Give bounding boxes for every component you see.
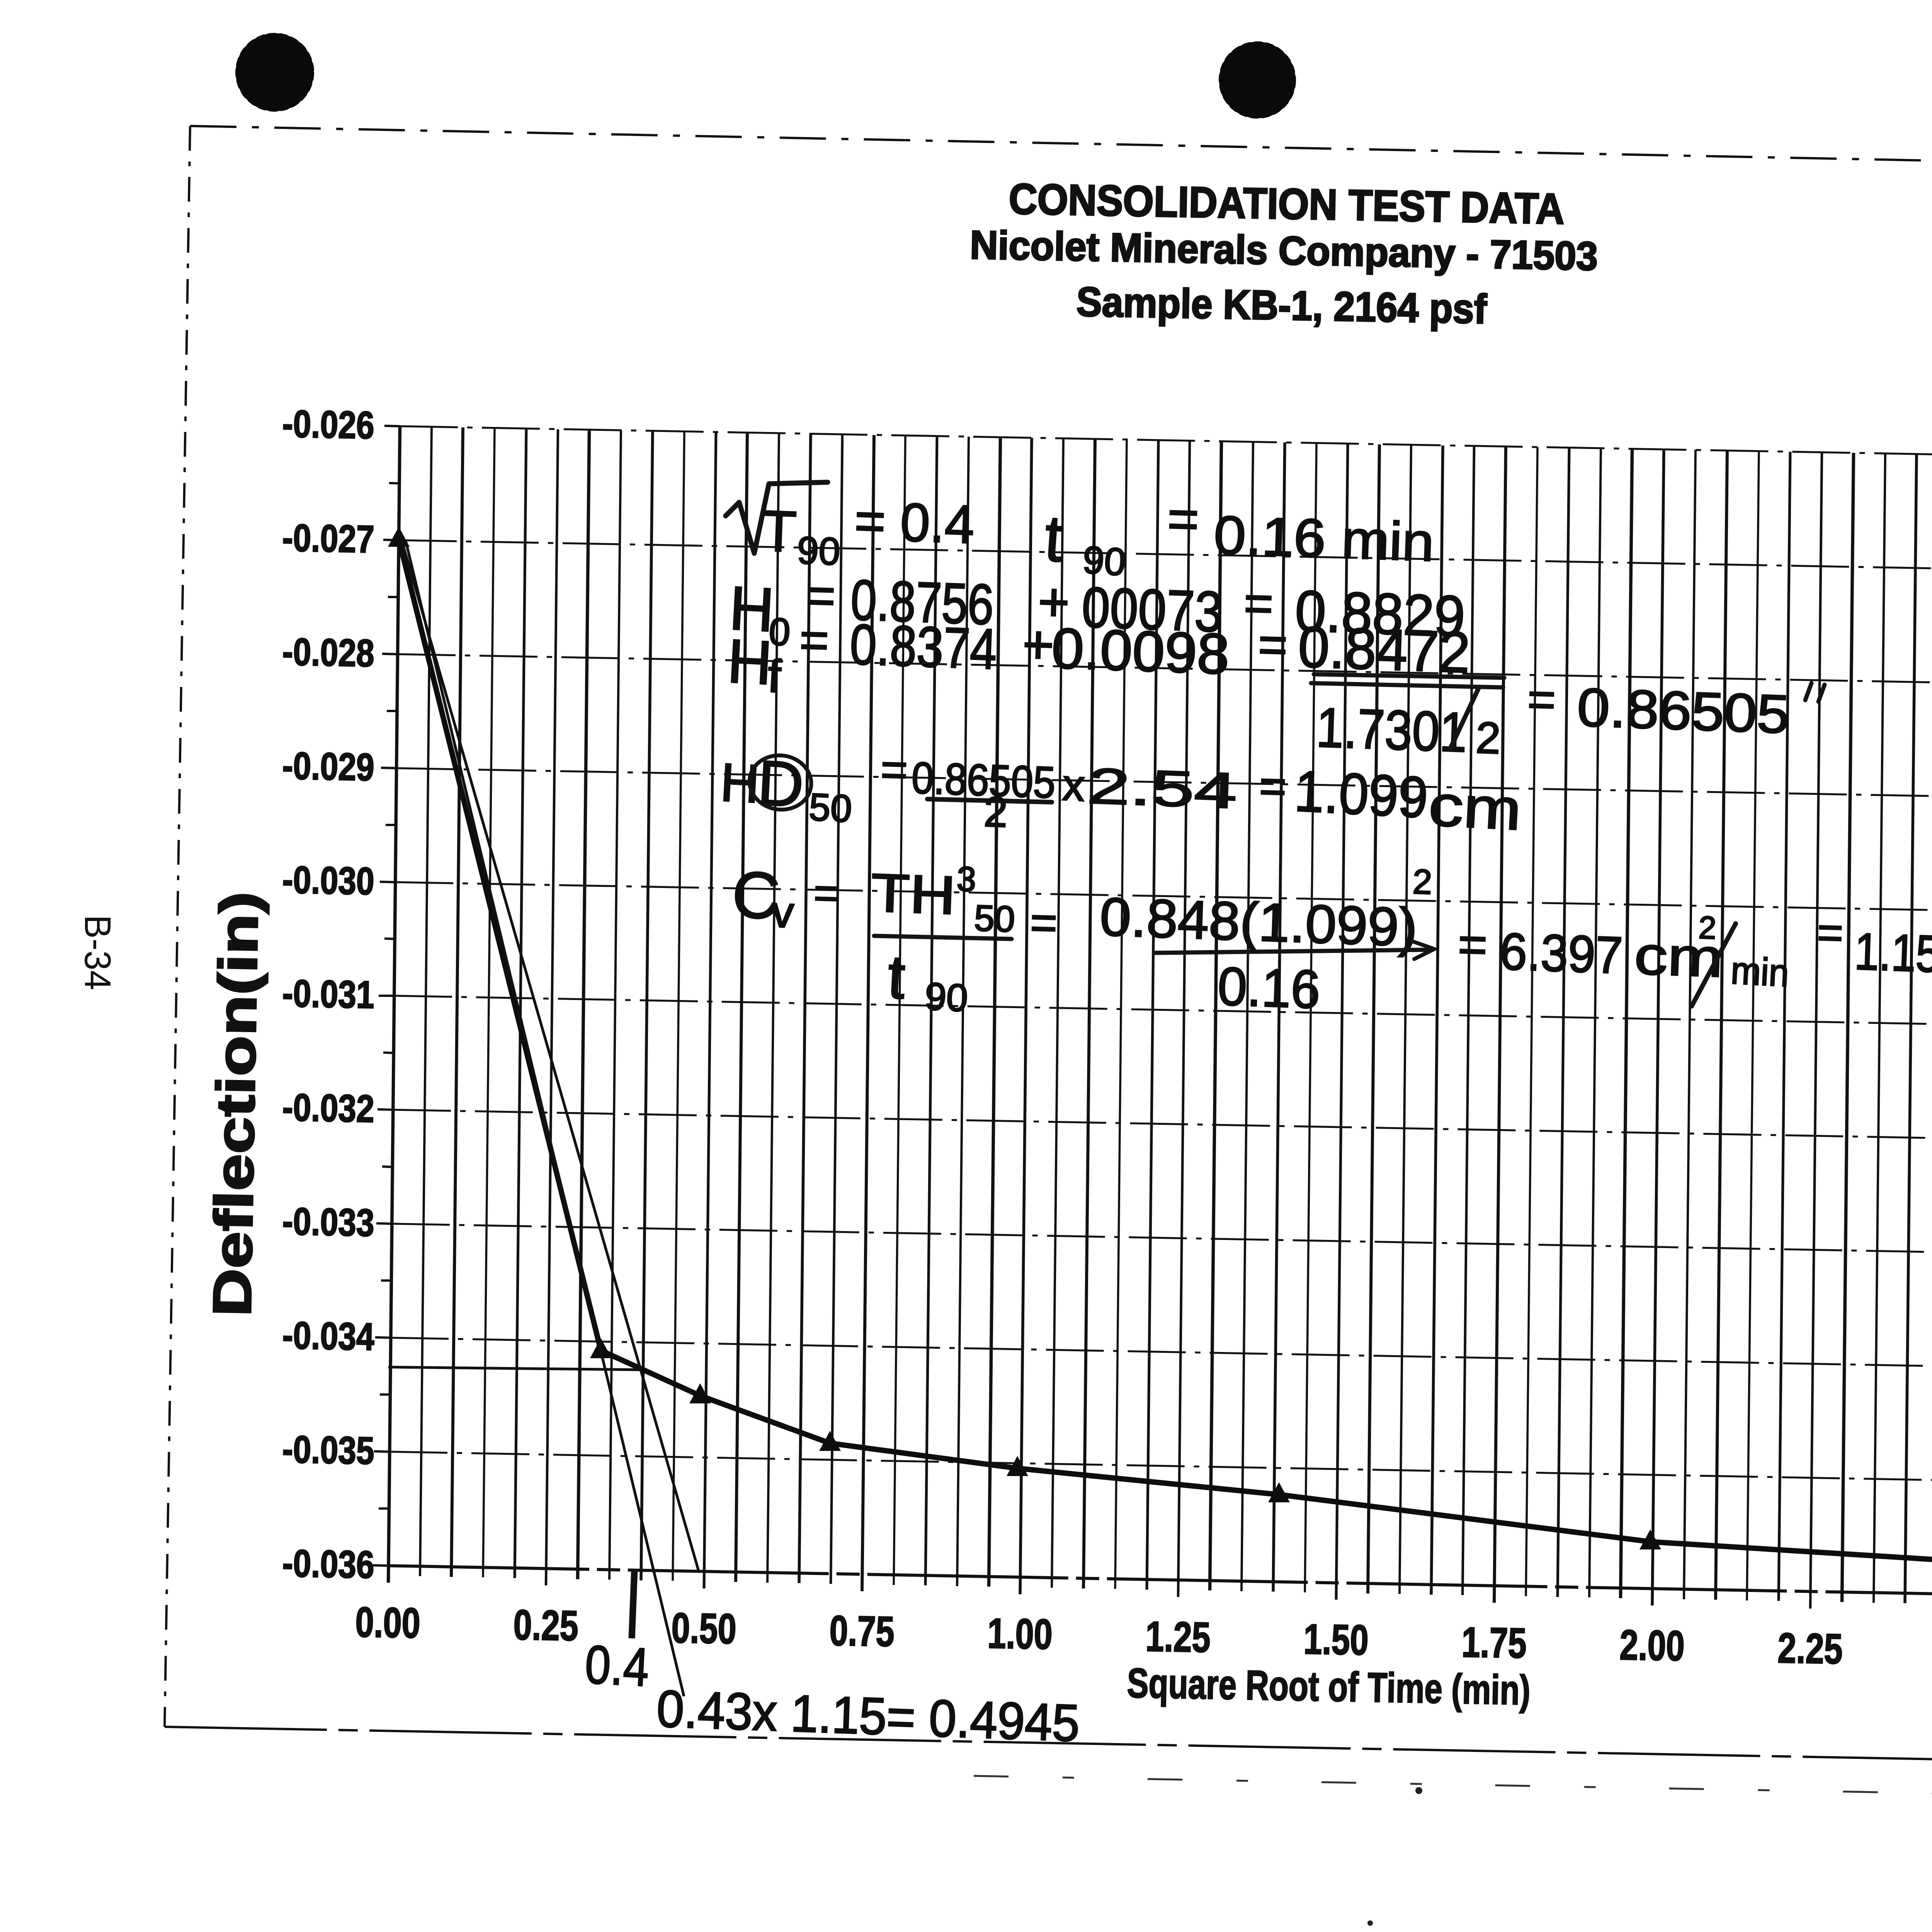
svg-text:0.16: 0.16 (1217, 956, 1321, 1020)
svg-text:C: C (730, 857, 782, 933)
svg-text:-0.031: -0.031 (282, 972, 375, 1017)
svg-text:TH: TH (870, 862, 957, 926)
svg-text:-0.028: -0.028 (282, 630, 375, 675)
svg-text:=: = (1167, 488, 1200, 549)
svg-text:=: = (1257, 616, 1288, 673)
svg-text:0.8374: 0.8374 (849, 612, 998, 681)
svg-text:2.54: 2.54 (1086, 757, 1238, 819)
svg-text:00073: 00073 (1081, 575, 1224, 644)
svg-text:-0.035: -0.035 (282, 1428, 375, 1473)
svg-text:0.86505: 0.86505 (1576, 677, 1791, 745)
svg-text:=: = (1029, 896, 1058, 949)
svg-text:1.7301: 1.7301 (1315, 696, 1468, 764)
svg-text:=: = (1816, 908, 1844, 958)
svg-text:0.0098: 0.0098 (1051, 616, 1230, 686)
svg-text:1.25: 1.25 (1145, 1612, 1211, 1661)
svg-text:+: + (1022, 614, 1055, 675)
svg-text:H: H (719, 752, 761, 814)
svg-text:90: 90 (924, 975, 969, 1020)
svg-text:CONSOLIDATION TEST DATA: CONSOLIDATION TEST DATA (1009, 175, 1565, 233)
svg-text:Nicolet Minerals Company - 715: Nicolet Minerals Company - 71503 (969, 223, 1598, 279)
svg-text:Deflection(in): Deflection(in) (201, 891, 269, 1317)
svg-text:0.4: 0.4 (583, 1634, 650, 1697)
svg-text:Sample KB-1, 2164 psf: Sample KB-1, 2164 psf (1076, 278, 1487, 332)
svg-text:0.16 min: 0.16 min (1213, 504, 1435, 573)
svg-text:-0.029: -0.029 (282, 744, 375, 789)
svg-text:f: f (767, 650, 782, 702)
svg-text:0.8829: 0.8829 (1294, 578, 1466, 649)
svg-text:H: H (728, 573, 776, 645)
svg-text:2: 2 (983, 788, 1008, 836)
svg-text:x: x (1061, 760, 1086, 811)
svg-text:=: = (813, 869, 839, 917)
svg-text:1.15: 1.15 (1854, 922, 1932, 983)
svg-text:=: = (1457, 916, 1488, 973)
svg-text:-0.027: -0.027 (282, 516, 375, 561)
svg-text:-0.032: -0.032 (282, 1086, 375, 1131)
svg-text:1.00: 1.00 (987, 1609, 1053, 1658)
svg-text:= 0.4: = 0.4 (854, 490, 975, 555)
svg-text:=: = (799, 611, 830, 668)
svg-text:-0.030: -0.030 (282, 858, 375, 903)
svg-text:0.00: 0.00 (355, 1598, 421, 1647)
svg-text:-0.034: -0.034 (282, 1314, 375, 1359)
svg-text:=: = (880, 743, 908, 796)
svg-text:2: 2 (1475, 713, 1501, 763)
svg-text:1.50: 1.50 (1303, 1615, 1369, 1664)
svg-text:90: 90 (1081, 538, 1127, 584)
svg-text:+: + (1037, 571, 1070, 633)
svg-text:0.848(1.099): 0.848(1.099) (1099, 886, 1418, 958)
svg-text:2: 2 (1698, 910, 1717, 946)
svg-text:=: = (1527, 672, 1556, 727)
svg-text:50: 50 (973, 898, 1015, 940)
svg-text:=: = (805, 567, 836, 624)
svg-text:H: H (726, 626, 774, 697)
svg-text:0.25: 0.25 (513, 1601, 579, 1650)
svg-text:6.397: 6.397 (1499, 922, 1624, 985)
svg-text:0.8756: 0.8756 (850, 568, 995, 637)
svg-text:0.50: 0.50 (671, 1604, 737, 1653)
svg-text:=: = (1259, 760, 1287, 813)
svg-text:cm: cm (1427, 772, 1523, 842)
svg-text:t: t (886, 942, 907, 1012)
svg-text:T: T (760, 498, 798, 564)
svg-text:min: min (1730, 949, 1790, 995)
svg-text:2.00: 2.00 (1619, 1621, 1685, 1670)
svg-text:Square Root of Time (min): Square Root of Time (min) (1127, 1659, 1531, 1713)
svg-text:1.099: 1.099 (1293, 758, 1429, 830)
svg-text:2: 2 (1412, 862, 1433, 902)
svg-text:1.75: 1.75 (1461, 1618, 1527, 1667)
svg-text:=: = (1243, 575, 1274, 632)
svg-text:0.75: 0.75 (829, 1607, 895, 1655)
svg-text:90: 90 (796, 529, 841, 573)
svg-text:0: 0 (768, 610, 791, 654)
svg-text:-0.033: -0.033 (282, 1200, 375, 1245)
svg-text:-0.036: -0.036 (282, 1542, 375, 1587)
svg-text:3: 3 (956, 860, 977, 899)
svg-text:-0.026: -0.026 (282, 402, 375, 447)
svg-text:B-34: B-34 (77, 915, 118, 990)
svg-text:50: 50 (808, 785, 853, 831)
svg-text:v: v (770, 887, 796, 937)
svg-text:2.25: 2.25 (1777, 1624, 1843, 1673)
